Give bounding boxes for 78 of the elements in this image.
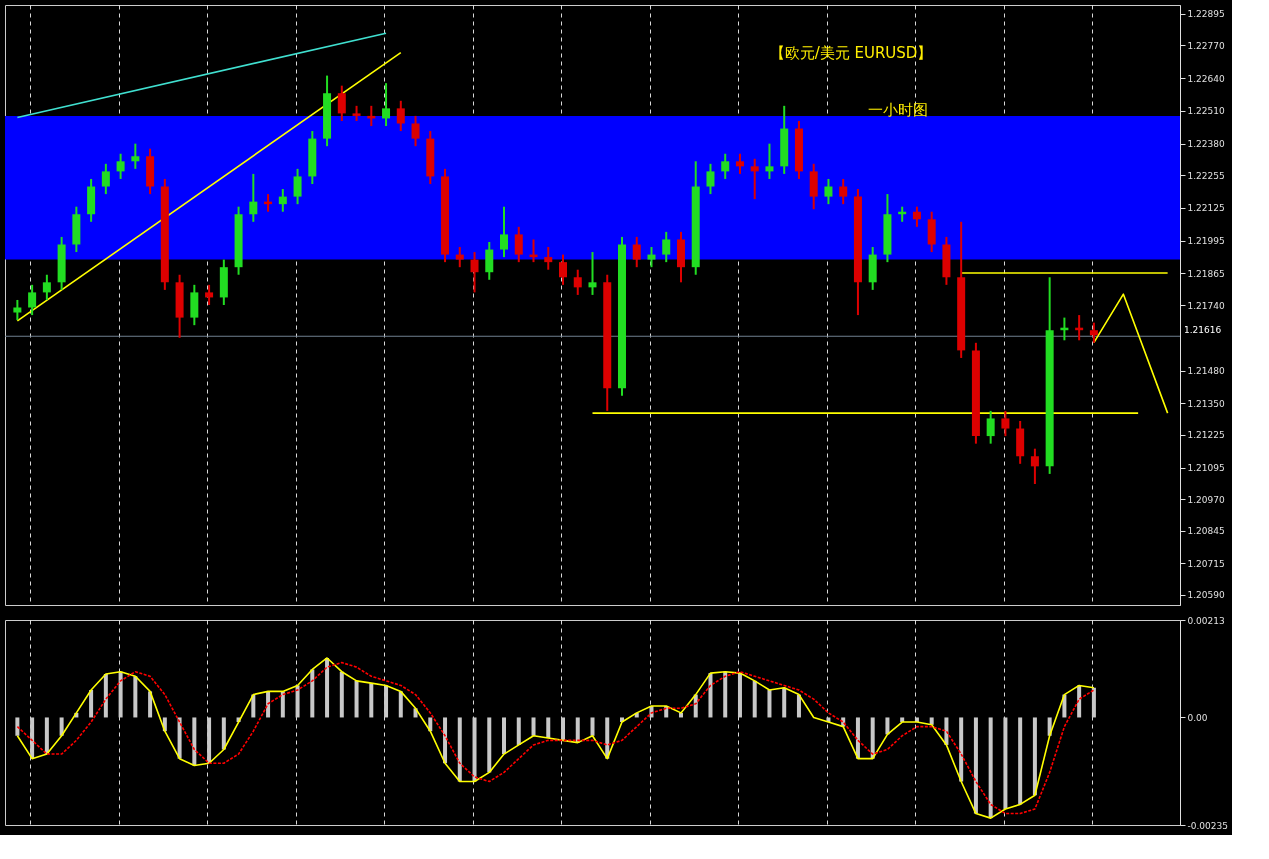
y-tick-label: 0.00213 — [1187, 615, 1225, 626]
y-tick-label: 1.20590 — [1187, 590, 1225, 601]
bar — [605, 717, 610, 759]
y-tick-label: 1.22380 — [1187, 139, 1225, 150]
bar — [207, 717, 212, 764]
bar — [796, 694, 801, 718]
bar — [1091, 687, 1096, 718]
bar — [502, 717, 507, 755]
bar — [546, 717, 551, 739]
annotation: 【欧元/美元 EURUSD】 — [769, 44, 933, 62]
bar — [487, 717, 492, 773]
bar — [354, 680, 359, 718]
y-tick-label: 1.20845 — [1187, 526, 1225, 537]
bar — [708, 673, 713, 718]
bar — [723, 671, 728, 718]
bar — [339, 671, 344, 718]
bar — [192, 717, 197, 766]
bar — [118, 671, 123, 718]
y-tick-label: 1.22770 — [1187, 40, 1225, 51]
bar — [973, 717, 978, 814]
y-tick-label: 0.00 — [1187, 712, 1208, 723]
y-tick-label: 1.20970 — [1187, 494, 1225, 505]
bar — [561, 717, 566, 741]
bar — [1018, 717, 1023, 805]
bar — [531, 717, 536, 736]
bar — [782, 687, 787, 718]
bar — [148, 691, 153, 718]
bar — [177, 717, 182, 759]
bar — [103, 674, 108, 718]
y-tick-label: 1.22510 — [1187, 106, 1225, 117]
annotation: 一小时图 — [868, 101, 928, 119]
bar — [310, 669, 315, 718]
bar — [443, 717, 448, 764]
bar — [133, 676, 138, 718]
bar — [295, 685, 300, 718]
bar — [457, 717, 462, 782]
bar — [325, 657, 330, 718]
bar — [221, 717, 226, 750]
bar — [855, 717, 860, 759]
bar — [575, 717, 580, 743]
y-tick-label: 1.21865 — [1187, 268, 1225, 279]
y-tick-label: 1.22255 — [1187, 170, 1225, 181]
bar — [870, 717, 875, 759]
y-tick-label: 1.22640 — [1187, 73, 1225, 84]
y-tick-label: -0.00235 — [1187, 820, 1228, 831]
y-tick-label: 1.21225 — [1187, 430, 1225, 441]
bar — [516, 717, 521, 745]
bar — [398, 691, 403, 718]
bar — [767, 690, 772, 718]
bar — [885, 717, 890, 735]
bar — [752, 680, 757, 718]
bar — [384, 685, 389, 718]
bar — [1077, 685, 1082, 718]
bar — [15, 717, 20, 736]
bar — [1032, 717, 1037, 796]
bar — [988, 717, 993, 819]
y-tick-label: 1.21740 — [1187, 300, 1225, 311]
bar — [280, 691, 285, 718]
y-tick-label: 1.21350 — [1187, 398, 1225, 409]
bar — [1003, 717, 1008, 809]
bar — [472, 717, 477, 782]
bar — [30, 717, 35, 759]
bar — [590, 717, 595, 736]
bar — [929, 717, 934, 725]
y-tick-label: 1.22895 — [1187, 9, 1225, 20]
candlestick — [352, 104, 361, 122]
bar — [737, 673, 742, 718]
ref-line-label: 1.21616 — [1184, 325, 1222, 336]
bar — [89, 690, 94, 718]
bar — [44, 717, 49, 755]
y-tick-label: 1.21480 — [1187, 366, 1225, 377]
y-tick-label: 1.22125 — [1187, 203, 1225, 214]
y-tick-label: 1.21095 — [1187, 463, 1225, 474]
y-tick-label: 1.21995 — [1187, 236, 1225, 247]
bar — [369, 683, 374, 718]
bar — [959, 717, 964, 782]
y-tick-label: 1.20715 — [1187, 558, 1225, 569]
bar — [900, 717, 905, 723]
